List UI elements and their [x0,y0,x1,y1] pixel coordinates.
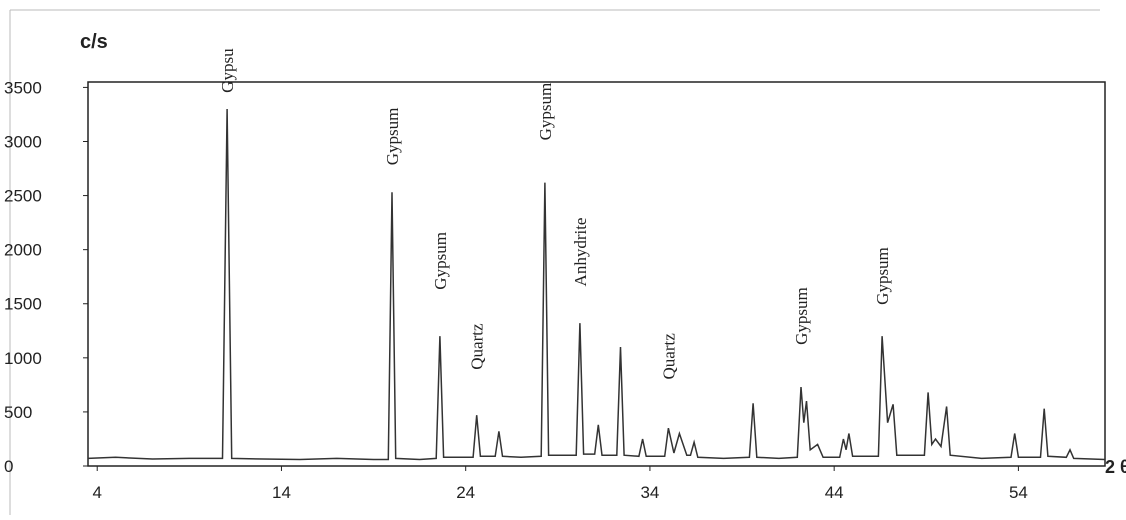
y-tick-label: 0 [4,457,13,476]
y-tick-label: 3500 [4,78,42,97]
x-tick-label: 4 [92,483,101,502]
y-tick-label: 1000 [4,349,42,368]
y-tick-label: 3000 [4,132,42,151]
y-tick-label: 2000 [4,241,42,260]
peak-label: Gypsu [218,48,237,93]
y-axis-label: c/s [80,31,108,53]
peak-label: Quartz [468,323,487,370]
peak-label: Gypsum [536,83,555,141]
y-tick-label: 500 [4,403,32,422]
peak-label: Gypsum [873,247,892,305]
x-tick-label: 14 [272,483,291,502]
data-line [88,109,1105,460]
peak-label: Gypsum [383,108,402,166]
peak-label: Quartz [659,333,678,380]
peak-label: Gypsum [431,232,450,290]
x-axis-label: 2 θ [1105,457,1126,477]
y-tick-label: 1500 [4,295,42,314]
x-tick-label: 44 [825,483,844,502]
peak-label: Anhydrite [571,218,590,287]
y-tick-label: 2500 [4,187,42,206]
x-tick-label: 34 [640,483,659,502]
chart: c/s 2 θ 0 500 1000 1500 2000 2500 3000 3500 4 14 2… [0,0,1126,515]
x-tick-label: 54 [1009,483,1028,502]
peak-label: Gypsum [792,287,811,345]
plot-frame [88,82,1105,466]
x-tick-label: 24 [456,483,475,502]
